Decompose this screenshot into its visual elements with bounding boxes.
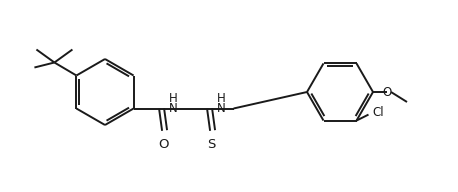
Text: N: N — [217, 102, 226, 115]
Text: S: S — [207, 137, 216, 151]
Text: N: N — [169, 102, 178, 115]
Text: Cl: Cl — [372, 106, 384, 119]
Text: O: O — [382, 85, 392, 98]
Text: O: O — [158, 137, 169, 151]
Text: H: H — [217, 92, 226, 104]
Text: H: H — [169, 92, 178, 104]
